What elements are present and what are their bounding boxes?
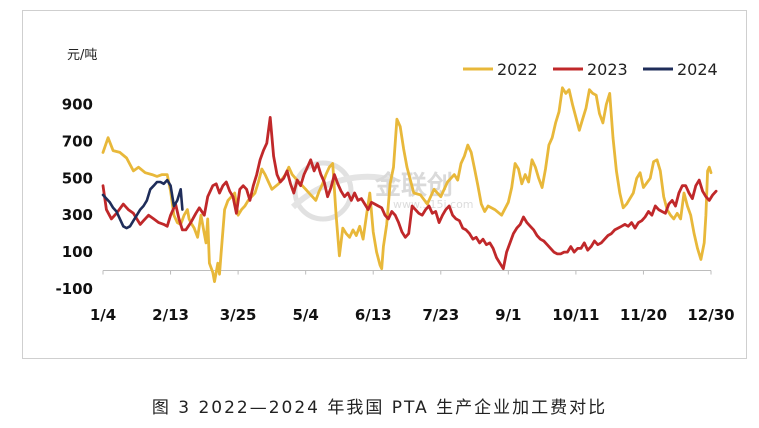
chart-frame: 金联创 www.315i.com -100 100 300 500 700 900 1/4… [22, 10, 747, 359]
legend-label: 2023 [587, 60, 628, 79]
legend-item-2023: 2023 [553, 60, 628, 79]
y-tick-label: 700 [62, 132, 93, 150]
x-tick-label: 11/20 [620, 306, 667, 324]
x-axis-ticks: 1/4 2/13 3/25 5/4 6/13 7/23 9/1 10/11 11/20 12/30 [90, 270, 735, 324]
legend: 2022 2023 2024 [463, 60, 718, 79]
watermark-url: www.315i.com [393, 198, 474, 211]
legend-label: 2024 [677, 60, 718, 79]
x-tick-label: 1/4 [90, 306, 116, 324]
y-tick-label: 300 [62, 206, 93, 224]
series-line-2024 [101, 178, 184, 230]
watermark-swoosh-icon [290, 173, 396, 210]
legend-label: 2022 [497, 60, 538, 79]
x-tick-label: 9/1 [495, 306, 521, 324]
x-tick-label: 10/11 [552, 306, 599, 324]
y-axis-ticks: -100 100 300 500 700 900 [55, 95, 93, 298]
y-tick-label: -100 [55, 280, 93, 298]
x-tick-label: 12/30 [687, 306, 734, 324]
series-line-2022 [101, 86, 713, 283]
series-line-2023 [101, 116, 718, 271]
x-tick-label: 2/13 [152, 306, 189, 324]
x-tick-label: 6/13 [355, 306, 392, 324]
y-axis-unit-label: 元/吨 [67, 48, 97, 63]
x-tick-label: 3/25 [220, 306, 257, 324]
y-tick-label: 900 [62, 95, 93, 113]
series-group [101, 86, 718, 283]
y-tick-label: 100 [62, 243, 93, 261]
legend-item-2024: 2024 [643, 60, 718, 79]
y-tick-label: 500 [62, 169, 93, 187]
x-tick-label: 5/4 [292, 306, 318, 324]
legend-item-2022: 2022 [463, 60, 538, 79]
x-tick-label: 7/23 [422, 306, 459, 324]
figure-caption: 图 3 2022—2024 年我国 PTA 生产企业加工费对比 [151, 398, 608, 418]
